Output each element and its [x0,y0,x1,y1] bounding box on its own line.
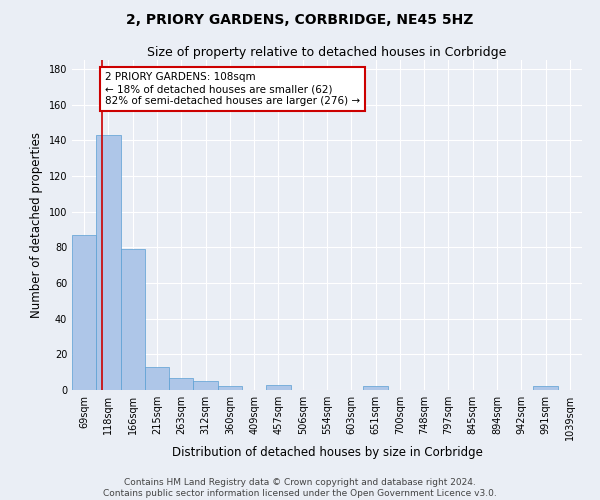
Y-axis label: Number of detached properties: Number of detached properties [30,132,43,318]
Text: 2 PRIORY GARDENS: 108sqm
← 18% of detached houses are smaller (62)
82% of semi-d: 2 PRIORY GARDENS: 108sqm ← 18% of detach… [105,72,360,106]
Bar [145,367,169,390]
X-axis label: Distribution of detached houses by size in Corbridge: Distribution of detached houses by size … [172,446,482,458]
Bar [169,378,193,390]
Bar [218,386,242,390]
Bar [364,386,388,390]
Title: Size of property relative to detached houses in Corbridge: Size of property relative to detached ho… [148,46,506,59]
Bar [193,381,218,390]
Bar [266,384,290,390]
Text: Contains HM Land Registry data © Crown copyright and database right 2024.
Contai: Contains HM Land Registry data © Crown c… [103,478,497,498]
Text: 2, PRIORY GARDENS, CORBRIDGE, NE45 5HZ: 2, PRIORY GARDENS, CORBRIDGE, NE45 5HZ [127,12,473,26]
Bar [533,386,558,390]
Bar [121,249,145,390]
Bar [96,135,121,390]
Bar [72,235,96,390]
